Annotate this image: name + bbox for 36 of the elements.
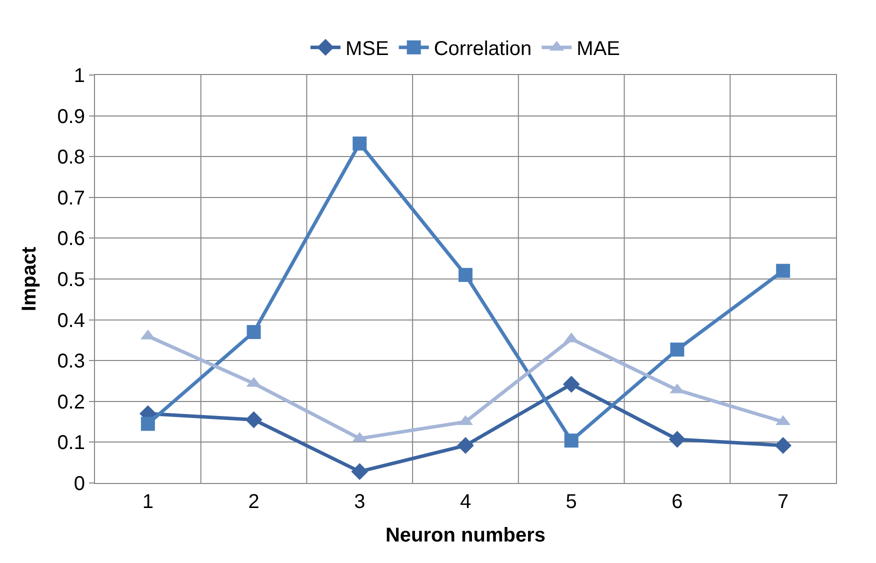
y-tick-label: 0.7: [57, 187, 85, 210]
point: [245, 411, 262, 428]
y-tick-label: 0.8: [57, 146, 85, 169]
y-tick-label: 0.3: [57, 350, 85, 373]
point: [246, 325, 261, 340]
point: [352, 136, 367, 151]
legend-label: MAE: [576, 38, 620, 60]
x-tick-label: 2: [248, 491, 260, 513]
y-tick-label: 0.9: [57, 106, 85, 128]
y-tick-label: 0.6: [57, 228, 85, 250]
point: [670, 342, 684, 357]
x-axis-title: Neuron numbers: [385, 524, 546, 546]
y-tick-label: 0.2: [57, 391, 85, 414]
x-tick-label: 6: [672, 491, 683, 513]
point: [140, 416, 155, 431]
point: [457, 437, 474, 454]
x-tick-label: 4: [460, 491, 472, 513]
y-tick-label: 0: [74, 473, 85, 495]
point: [458, 268, 472, 282]
y-axis-title: Impact: [18, 246, 41, 312]
point: [668, 430, 686, 448]
x-tick-label: 7: [778, 491, 789, 513]
point: [774, 437, 792, 454]
y-tick-label: 0.5: [57, 269, 85, 291]
x-tick-label: 1: [142, 491, 154, 513]
y-tick-label: 0.1: [57, 432, 85, 454]
point: [562, 376, 580, 393]
point: [776, 264, 790, 278]
y-tick-label: 0.4: [57, 310, 85, 332]
x-tick-label: 5: [566, 491, 577, 513]
legend-label: Correlation: [434, 38, 532, 60]
point: [351, 463, 368, 480]
y-tick-label: 1: [74, 65, 85, 87]
point: [564, 434, 578, 448]
x-tick-label: 3: [354, 491, 366, 513]
legend-label: MSE: [346, 38, 389, 60]
